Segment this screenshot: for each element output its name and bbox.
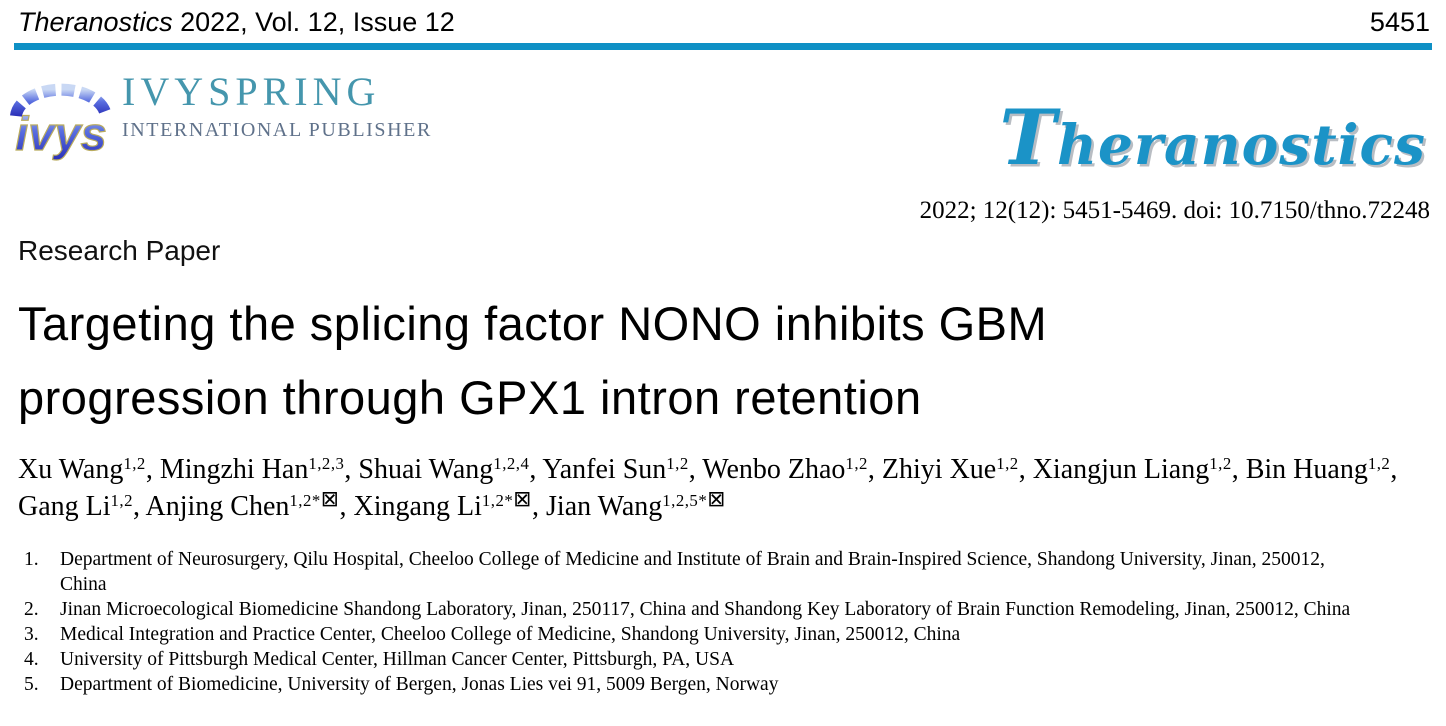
affiliation-text: University of Pittsburgh Medical Center,…: [60, 648, 735, 670]
corresponding-author-envelope-icon: ⊠: [513, 487, 533, 513]
author-affiliation-superscript: 1,2*⊠: [481, 487, 533, 513]
affiliation-row: 1. Department of Neurosurgery, Qilu Hospi…: [24, 547, 1446, 597]
running-head-issue-info: 2022, Vol. 12, Issue 12: [172, 7, 455, 37]
affiliation-number: 4.: [24, 648, 39, 670]
author-affiliation-superscript: 1,2,3: [308, 454, 345, 474]
article-title-line-1: Targeting the splicing factor NONO inhib…: [18, 297, 1048, 351]
author-name: Xu Wang1,2: [18, 453, 146, 485]
article-title-line-2: progression through GPX1 intron retentio…: [18, 370, 922, 424]
affiliation-row: 3. Medical Integration and Practice Cente…: [24, 622, 1446, 647]
author-name: Bin Huang1,2: [1245, 453, 1391, 485]
header-rule-divider: [14, 43, 1432, 51]
affiliation-list: 1. Department of Neurosurgery, Qilu Hospi…: [0, 547, 1446, 697]
author-name: Jian Wang1,2,5*⊠: [546, 487, 726, 522]
affiliation-number: 1.: [24, 548, 39, 570]
article-title: Targeting the splicing factor NONO inhib…: [0, 287, 1446, 435]
author-affiliation-superscript: 1,2: [845, 454, 868, 474]
author-affiliation-superscript: 1,2: [123, 454, 146, 474]
affiliation-text: Department of Neurosurgery, Qilu Hospita…: [60, 548, 1325, 595]
affiliation-number: 5.: [24, 673, 39, 695]
author-affiliation-superscript: 1,2: [666, 454, 689, 474]
logo-band: ivys IVYSPRING INTERNATIONAL PUBLISHER T…: [0, 50, 1446, 235]
theranostics-journal-logo: Theranostics: [999, 93, 1426, 183]
author-affiliation-superscript: 1,2: [996, 454, 1019, 474]
author-name: Gang Li1,2: [18, 490, 134, 522]
affiliation-row: 4. University of Pittsburgh Medical Cente…: [24, 647, 1446, 672]
affiliation-text: Jinan Microecological Biomedicine Shando…: [60, 598, 1351, 620]
page-number: 5451: [1369, 7, 1430, 37]
corresponding-author-envelope-icon: ⊠: [320, 487, 340, 513]
author-affiliation-superscript: 1,2: [110, 491, 134, 511]
article-type-label: Research Paper: [18, 235, 221, 267]
affiliation-text: Medical Integration and Practice Center,…: [60, 623, 961, 645]
author-affiliation-superscript: 1,2,5*⊠: [662, 487, 726, 513]
author-name: Anjing Chen1,2*⊠: [145, 487, 340, 522]
affiliation-row: 5. Department of Biomedicine, University …: [24, 672, 1446, 697]
author-affiliation-superscript: 1,2: [1367, 454, 1391, 474]
running-head-journal-name: Theranostics: [18, 7, 173, 37]
ivyspring-publisher-logo: ivys IVYSPRING INTERNATIONAL PUBLISHER: [8, 62, 432, 167]
author-affiliation-superscript: 1,2*⊠: [289, 487, 340, 513]
author-name: Zhiyi Xue1,2: [881, 453, 1019, 485]
author-name: Wenbo Zhao1,2: [702, 453, 868, 485]
ivyspring-logo-icon: ivys: [8, 62, 112, 167]
author-list: Xu Wang1,2, Mingzhi Han1,2,3, Shuai Wang…: [18, 453, 1398, 522]
author-name: Shuai Wang1,2,4: [358, 453, 530, 485]
publisher-text-block: IVYSPRING INTERNATIONAL PUBLISHER: [122, 62, 432, 142]
author-name: Xiangjun Liang1,2: [1032, 453, 1232, 485]
svg-text:ivys: ivys: [15, 107, 106, 160]
author-name: Xingang Li1,2*⊠: [353, 487, 533, 522]
publisher-name: IVYSPRING: [122, 69, 381, 115]
corresponding-author-envelope-icon: ⊠: [707, 487, 726, 513]
author-name: Yanfei Sun1,2: [542, 453, 689, 485]
affiliation-number: 2.: [24, 598, 39, 620]
affiliation-row: 2. Jinan Microecological Biomedicine Shan…: [24, 597, 1446, 622]
citation-doi-line: 2022; 12(12): 5451-5469. doi: 10.7150/th…: [919, 197, 1430, 225]
author-name: Mingzhi Han1,2,3: [159, 453, 345, 485]
affiliation-text: Department of Biomedicine, University of…: [60, 673, 779, 695]
publisher-subtitle: INTERNATIONAL PUBLISHER: [122, 119, 432, 142]
running-head: Theranostics 2022, Vol. 12, Issue 12 545…: [0, 0, 1446, 38]
author-affiliation-superscript: 1,2,4: [493, 454, 530, 474]
author-affiliation-superscript: 1,2: [1209, 454, 1232, 474]
running-head-journal-line: Theranostics 2022, Vol. 12, Issue 12: [18, 7, 455, 38]
affiliation-number: 3.: [24, 623, 39, 645]
